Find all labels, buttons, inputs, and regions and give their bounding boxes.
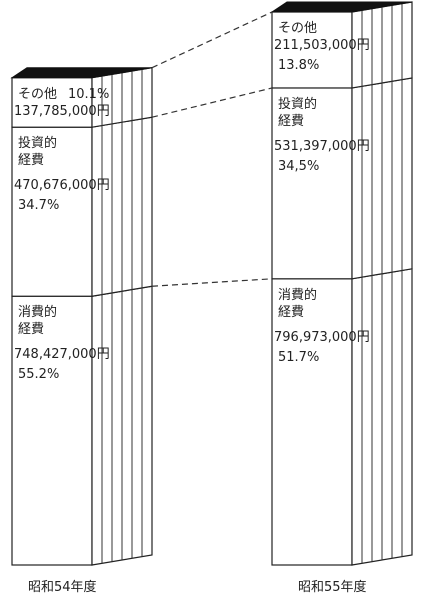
- segment-share: 34.7%: [18, 198, 60, 214]
- bar-segment: [11, 295, 93, 566]
- segment-amount: 470,676,000円: [14, 178, 110, 194]
- segment-name: 投資的 経費: [278, 96, 318, 129]
- connector: [151, 11, 273, 69]
- segment-share: 55.2%: [18, 367, 60, 383]
- segment-share: 13.8%: [278, 58, 320, 73]
- bar-segment: [271, 11, 353, 89]
- segment-amount: 211,503,000円: [274, 38, 370, 53]
- segment-name: その他: [18, 86, 58, 102]
- segment-name: 消費的 経費: [278, 287, 318, 320]
- segment-share: 10.1%: [68, 86, 110, 102]
- bar-segment: [271, 87, 353, 280]
- segment-name: 消費的 経費: [18, 305, 58, 338]
- bar-top: [270, 1, 413, 13]
- segment-amount: 748,427,000円: [14, 347, 110, 363]
- connector: [151, 278, 273, 287]
- category-label: 昭和54年度: [28, 580, 97, 595]
- category-label: 昭和55年度: [298, 580, 367, 595]
- segment-name: その他: [278, 21, 318, 36]
- segment-amount: 796,973,000円: [274, 329, 370, 345]
- bar-segment: [271, 278, 353, 566]
- bar-segment: [11, 126, 93, 297]
- segment-share: 34,5%: [278, 158, 320, 174]
- segment-amount: 137,785,000円: [14, 103, 110, 119]
- segment-name: 投資的 経費: [18, 136, 58, 169]
- segment-share: 51.7%: [278, 349, 320, 365]
- connector: [151, 87, 273, 118]
- segment-amount: 531,397,000円: [274, 138, 370, 154]
